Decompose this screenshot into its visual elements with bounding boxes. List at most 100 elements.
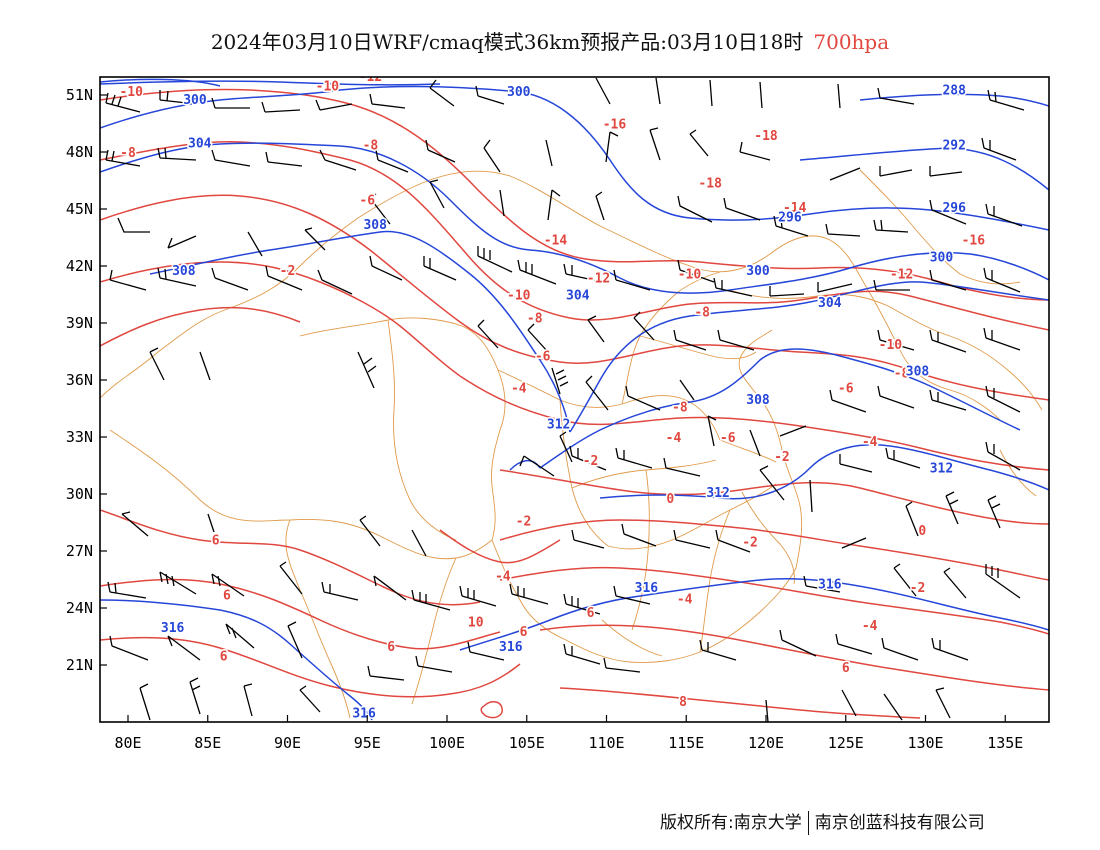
wind-barb <box>655 77 661 105</box>
temperature-label: 0 <box>666 492 674 507</box>
wind-barb <box>987 495 1001 529</box>
wind-barb <box>769 286 805 297</box>
wind-barb <box>373 575 407 601</box>
footer-divider <box>807 811 809 835</box>
height-label: 312 <box>547 418 570 433</box>
lat-tick-label: 27N <box>66 542 93 560</box>
copyright-owner: 版权所有:南京大学 <box>660 813 802 833</box>
wind-barb <box>569 445 607 471</box>
lat-tick-label: 39N <box>66 314 93 332</box>
temperature-label: -14 <box>783 201 807 216</box>
lat-tick-label: 30N <box>66 485 93 503</box>
wind-barb <box>633 311 655 341</box>
temperature-label: -2 <box>742 536 758 551</box>
wind-barb <box>987 89 1025 111</box>
wind-barb <box>563 593 601 615</box>
height-contour-line <box>569 281 1049 433</box>
height-label: 300 <box>746 264 770 279</box>
wind-barb <box>817 282 853 293</box>
wind-barb <box>749 429 761 457</box>
border-line <box>867 289 1001 421</box>
wind-barb <box>547 189 561 221</box>
border-line <box>497 369 721 441</box>
wind-barb <box>211 149 251 167</box>
wind-barb <box>243 683 253 717</box>
isotherm-line <box>100 140 1049 331</box>
border-line <box>109 429 493 560</box>
border-line <box>621 271 721 405</box>
wind-barbs <box>105 77 1025 722</box>
wind-barb <box>475 85 505 105</box>
wind-barb <box>459 585 497 607</box>
wind-barb <box>663 457 701 477</box>
wind-barb <box>369 255 403 281</box>
height-contour-line <box>539 348 1021 469</box>
temperature-label: -16 <box>962 233 986 248</box>
wind-barb <box>929 329 967 353</box>
height-label: 316 <box>635 581 659 596</box>
title-text: 2024年03月10日WRF/cmaq模式36km预报产品:03月10日18时 <box>210 30 804 54</box>
temperature-label: -2 <box>280 264 296 279</box>
lon-tick-label: 100E <box>429 734 465 752</box>
wind-barb <box>211 97 250 109</box>
lon-tick-label: 120E <box>748 734 784 752</box>
wind-barb <box>563 263 603 283</box>
temperature-label: 6 <box>842 661 850 676</box>
isotherm-line <box>499 566 1049 635</box>
wind-barb <box>985 564 1021 599</box>
wind-barb <box>595 77 611 105</box>
height-contour-line <box>519 91 1049 231</box>
wind-barb <box>983 327 1021 351</box>
wind-barb <box>945 491 959 525</box>
wind-barb <box>759 81 763 109</box>
wind-barb <box>559 431 573 463</box>
wind-barb <box>159 571 197 595</box>
wind-barb <box>279 561 303 595</box>
height-label: 300 <box>930 251 954 266</box>
lon-tick-label: 125E <box>828 734 864 752</box>
copyright-company: 南京创蓝科技有限公司 <box>814 813 985 833</box>
wind-barb <box>211 267 249 291</box>
border-line <box>601 619 663 657</box>
wind-barb <box>605 131 619 163</box>
wind-barb <box>603 657 641 673</box>
wind-barb <box>881 637 919 661</box>
temperature-label: -10 <box>879 338 903 353</box>
border-line <box>738 329 803 569</box>
isotherm-line <box>480 701 503 719</box>
wind-barb <box>981 137 1017 161</box>
height-label: 316 <box>499 640 523 655</box>
wind-barb <box>759 465 785 501</box>
lat-tick-label: 21N <box>66 656 93 674</box>
wind-barb <box>893 563 917 597</box>
height-label: 312 <box>706 486 729 501</box>
lon-tick-label: 80E <box>114 734 141 752</box>
wind-barb <box>369 93 406 109</box>
wind-barb <box>929 199 967 225</box>
wind-barb <box>247 231 263 257</box>
temperature-label: -2 <box>774 450 790 465</box>
lat-tick-label: 36N <box>66 371 93 389</box>
wind-barb <box>375 149 409 173</box>
temperature-label: 6 <box>220 650 228 665</box>
height-label: 316 <box>818 577 842 592</box>
wind-barb <box>829 167 861 181</box>
temperature-label: 10 <box>468 615 484 630</box>
wind-barb <box>699 639 737 661</box>
border-line <box>959 273 1021 285</box>
wind-barb <box>159 90 197 105</box>
wind-barb <box>551 367 569 395</box>
wind-barb <box>709 79 713 107</box>
wind-barb <box>587 315 605 343</box>
height-contour-line <box>100 80 441 86</box>
temperature-label: 6 <box>587 606 595 621</box>
wind-barb <box>287 621 303 659</box>
height-label: 308 <box>746 393 770 408</box>
isotherm-line <box>100 578 501 650</box>
border-line <box>729 289 951 337</box>
wind-barb <box>369 193 391 225</box>
isotherm-line <box>100 306 301 347</box>
wind-barb <box>929 269 967 291</box>
temperature-label: -14 <box>544 233 568 248</box>
wind-barb <box>677 259 715 283</box>
